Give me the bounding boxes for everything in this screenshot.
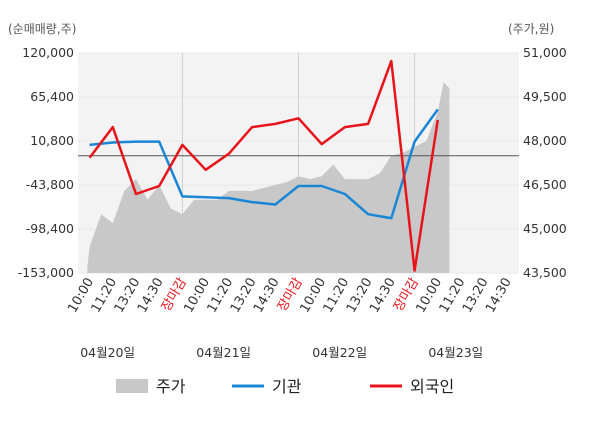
institution-line: [89, 108, 439, 220]
left-tick-label: 10,800: [30, 133, 74, 148]
left-tick-label: 120,000: [22, 45, 74, 60]
legend: 주가 기관 외국인: [116, 377, 454, 396]
legend-label: 기관: [272, 377, 302, 396]
right-axis-unit: (주가,원): [508, 22, 554, 36]
left-tick-label: -98,400: [26, 221, 74, 236]
foreign-line: [88, 59, 440, 272]
net-trading-lines: [88, 59, 440, 272]
date-label: 04월21일: [196, 345, 251, 360]
right-tick-label: 43,500: [523, 265, 567, 280]
legend-label: 주가: [156, 377, 186, 396]
legend-price-swatch: [116, 379, 148, 393]
date-labels: 04월20일 04월21일 04월22일 04월23일: [80, 345, 483, 360]
date-label: 04월23일: [428, 345, 483, 360]
right-tick-label: 51,000: [523, 45, 567, 60]
right-axis-ticks: 51,000 49,500 48,000 46,500 45,000 43,500: [523, 45, 567, 280]
right-tick-label: 46,500: [523, 177, 567, 192]
price-area-layer: [87, 82, 450, 273]
date-label: 04월20일: [80, 345, 135, 360]
right-tick-label: 45,000: [523, 221, 567, 236]
left-tick-label: -153,000: [18, 265, 74, 280]
x-axis-ticks: 10:0011:2013:2014:30장마감10:0011:2013:2014…: [65, 275, 515, 315]
price-area: [87, 82, 450, 273]
date-label: 04월22일: [312, 345, 367, 360]
right-tick-label: 49,500: [523, 89, 567, 104]
left-tick-label: 65,400: [30, 89, 74, 104]
legend-label: 외국인: [410, 377, 454, 396]
left-axis-ticks: 120,000 65,400 10,800 -43,800 -98,400 -153,00…: [18, 45, 74, 280]
right-tick-label: 48,000: [523, 133, 567, 148]
left-axis-unit: (순매매량,주): [8, 22, 76, 36]
left-tick-label: -43,800: [26, 177, 74, 192]
